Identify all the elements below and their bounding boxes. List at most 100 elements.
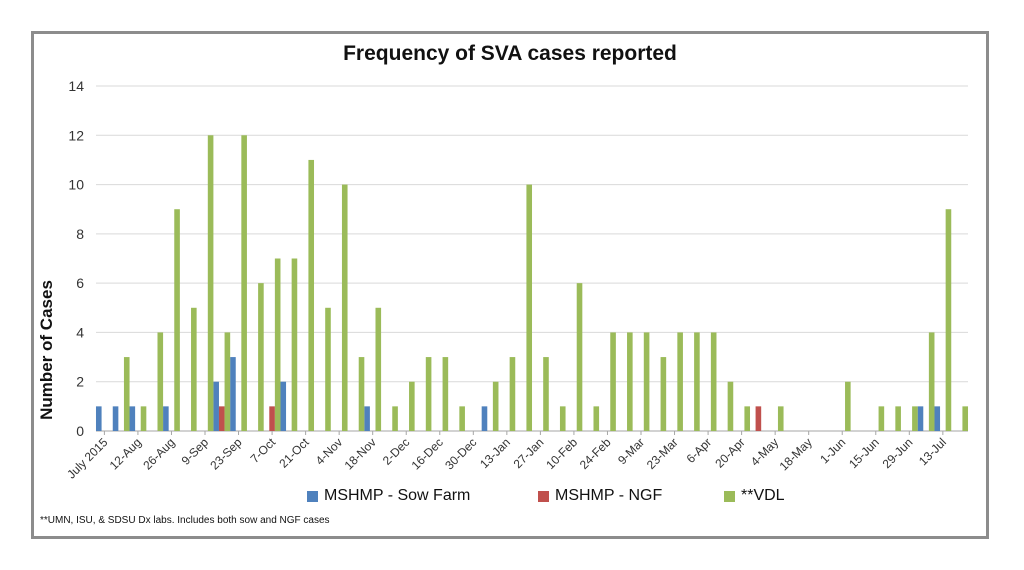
x-tick-label: 4-Nov	[313, 435, 346, 468]
x-tick-label: 21-Oct	[276, 435, 312, 471]
bar-ngf	[755, 406, 762, 431]
legend-swatch-vdl	[724, 490, 735, 502]
x-tick-label: 13-Jan	[477, 435, 513, 471]
y-tick-label: 0	[76, 423, 84, 439]
x-tick-label: 30-Dec	[442, 435, 479, 472]
x-tick-label: 23-Mar	[644, 435, 681, 472]
bar-vdl	[358, 357, 365, 431]
x-tick-label: 2-Dec	[380, 435, 413, 468]
y-tick-label: 4	[76, 324, 84, 340]
bar-vdl	[191, 307, 197, 431]
bar-vdl	[140, 406, 147, 431]
x-tick-label: 13-Jul	[916, 435, 949, 468]
bar-sow-farm	[917, 406, 924, 431]
bar-vdl	[928, 332, 935, 431]
x-tick-label: 15-Jun	[846, 435, 882, 471]
bar-vdl	[610, 332, 616, 431]
x-tick-label: 26-Aug	[140, 435, 177, 472]
bar-vdl	[375, 307, 382, 431]
bar-vdl	[878, 406, 885, 431]
bar-sow-farm	[280, 381, 287, 431]
bar-sow-farm	[934, 406, 941, 431]
y-tick-label: 12	[68, 127, 84, 143]
bar-vdl	[425, 357, 432, 431]
x-tick-label: 20-Apr	[712, 435, 747, 470]
bar-sow-farm	[213, 381, 219, 431]
bar-vdl	[727, 381, 734, 431]
bar-vdl	[526, 184, 533, 431]
bar-vdl	[174, 209, 180, 431]
x-tick-label: 9-Mar	[615, 435, 647, 467]
bar-sow-farm	[95, 406, 102, 431]
x-tick-label: 18-May	[777, 435, 815, 473]
bar-ngf	[269, 406, 275, 431]
bar-vdl	[207, 135, 214, 432]
legend-swatch-sow-farm	[307, 490, 318, 502]
chart-frame	[31, 31, 989, 539]
y-tick-label: 8	[76, 226, 84, 242]
bar-vdl	[660, 357, 667, 431]
bar-vdl	[123, 357, 130, 431]
x-tick-label: 27-Jan	[511, 435, 547, 471]
footnote: **UMN, ISU, & SDSU Dx labs. Includes bot…	[40, 515, 330, 526]
bar-vdl	[459, 406, 465, 431]
bar-vdl	[744, 406, 751, 431]
y-tick-label: 2	[76, 374, 84, 390]
bar-vdl	[258, 283, 264, 431]
legend-swatch-ngf	[538, 490, 549, 502]
x-tick-label: 18-Nov	[342, 435, 379, 472]
bar-sow-farm	[129, 406, 136, 431]
bar-vdl	[694, 332, 700, 431]
bar-vdl	[325, 307, 331, 431]
bar-vdl	[945, 209, 952, 431]
x-tick-label: 10-Feb	[543, 435, 580, 472]
legend-label-vdl: **VDL	[741, 487, 785, 504]
y-tick-label: 10	[68, 177, 84, 193]
legend-label-ngf: MSHMP - NGF	[555, 487, 663, 504]
bar-vdl	[677, 332, 683, 431]
bar-vdl	[492, 381, 499, 431]
bar-vdl	[627, 332, 633, 431]
chart-title: Frequency of SVA cases reported	[343, 42, 677, 65]
x-tick-label: 29-Jun	[880, 435, 916, 471]
bar-vdl	[442, 357, 449, 431]
bar-sow-farm	[163, 406, 169, 431]
legend-item-vdl: **VDL	[724, 487, 785, 505]
legend-item-sow-farm: MSHMP - Sow Farm	[307, 487, 470, 505]
x-tick-label: 16-Dec	[409, 435, 446, 472]
x-tick-label: 12-Aug	[107, 435, 144, 472]
x-tick-label: 23-Sep	[207, 435, 244, 472]
bar-vdl	[308, 159, 315, 431]
bar-vdl	[576, 283, 583, 431]
bar-vdl	[593, 406, 600, 431]
y-tick-label: 14	[68, 78, 84, 94]
bar-vdl	[392, 406, 398, 431]
legend-item-ngf: MSHMP - NGF	[538, 487, 662, 505]
bar-vdl	[845, 381, 851, 431]
bar-vdl	[912, 406, 918, 431]
bar-vdl	[895, 406, 901, 431]
x-tick-label: 24-Feb	[577, 435, 614, 472]
bar-vdl	[543, 357, 549, 431]
bar-vdl	[777, 406, 784, 431]
bar-vdl	[710, 332, 717, 431]
bar-sow-farm	[481, 406, 488, 431]
x-tick-label: 7-Oct	[248, 435, 279, 466]
y-tick-label: 6	[76, 275, 84, 291]
bar-ngf	[218, 406, 225, 431]
bar-sow-farm	[230, 357, 236, 431]
bar-vdl	[962, 406, 969, 431]
bar-vdl	[341, 184, 348, 431]
bar-sow-farm	[364, 406, 370, 431]
bar-vdl	[509, 357, 516, 431]
bar-vdl	[274, 258, 281, 431]
bar-vdl	[643, 332, 650, 431]
x-tick-label: 6-Apr	[684, 435, 715, 466]
bar-vdl	[241, 135, 247, 432]
bar-vdl	[224, 332, 231, 431]
x-tick-label: 1-Jun	[817, 435, 848, 466]
bar-vdl	[559, 406, 566, 431]
x-tick-label: July 2015	[64, 435, 110, 481]
bar-vdl	[409, 381, 415, 431]
